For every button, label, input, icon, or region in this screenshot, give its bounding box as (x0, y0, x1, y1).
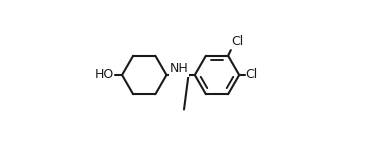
Text: NH: NH (170, 63, 188, 75)
Text: Cl: Cl (231, 35, 244, 48)
Text: HO: HO (95, 69, 114, 81)
Text: Cl: Cl (245, 69, 258, 81)
